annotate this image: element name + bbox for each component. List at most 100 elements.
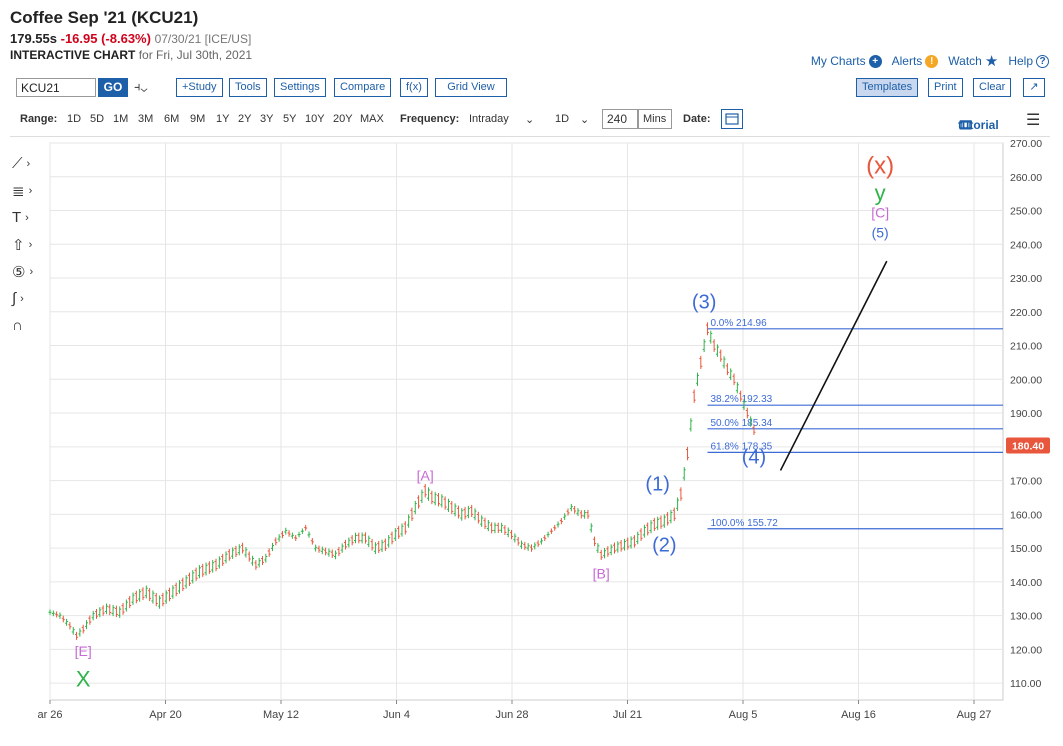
x-tick-label: Aug 16 xyxy=(841,709,876,721)
y-tick-label: 110.00 xyxy=(1010,678,1041,690)
last-price: 179.55s xyxy=(10,31,57,46)
range-2y[interactable]: 2Y xyxy=(238,113,252,125)
range-bar: Range: 1D 5D 1M 3M 6M 9M 1Y 2Y 3Y 5Y 10Y… xyxy=(10,108,1050,134)
range-max[interactable]: MAX xyxy=(360,113,384,125)
x-tick-label: Aug 5 xyxy=(729,709,758,721)
range-5y[interactable]: 5Y xyxy=(283,113,297,125)
help-icon: ? xyxy=(1036,54,1049,68)
x-tick-label: Jun 4 xyxy=(383,709,410,721)
menu-icon[interactable]: ☰ xyxy=(1026,112,1041,129)
frequency-label: Frequency: xyxy=(400,113,460,125)
wave-labels: [E] X [A] [B] (1) (2) (3) (4) (x)y[C] (5) xyxy=(75,152,894,691)
chevron-right-icon: › xyxy=(29,265,34,278)
price-series xyxy=(48,322,756,640)
wave-label: X xyxy=(76,666,91,691)
interval-unit: Mins xyxy=(638,109,672,129)
frequency-select[interactable]: Intraday xyxy=(469,113,509,125)
range-20y[interactable]: 20Y xyxy=(333,113,353,125)
range-3m[interactable]: 3M xyxy=(138,113,154,125)
calendar-icon[interactable] xyxy=(721,109,743,129)
range-1y[interactable]: 1Y xyxy=(216,113,230,125)
plot-frame xyxy=(49,142,1004,701)
range-3y[interactable]: 3Y xyxy=(260,113,274,125)
line-tool[interactable]: ⟋ › xyxy=(12,150,46,177)
y-tick-label: 210.00 xyxy=(1010,341,1042,353)
wave-label: (3) xyxy=(692,291,716,313)
text-icon: T xyxy=(12,209,22,226)
alerts-link[interactable]: Alerts! xyxy=(892,54,939,68)
wave-label: y xyxy=(875,180,886,205)
chart-toolbar: KCU21 GO ⫞⌄ +Study Tools Settings Compar… xyxy=(10,76,1050,102)
interval-input[interactable]: 240 xyxy=(602,109,638,129)
go-button[interactable]: GO xyxy=(98,78,128,97)
y-tick-label: 240.00 xyxy=(1010,239,1042,251)
fx-button[interactable]: f(x) xyxy=(400,78,428,97)
star-icon: ★ xyxy=(984,53,999,70)
text-tool[interactable]: T › xyxy=(12,204,46,231)
help-label: Help xyxy=(1008,54,1033,68)
y-tick-label: 270.00 xyxy=(1010,138,1042,150)
watch-link[interactable]: Watch ★ xyxy=(948,52,998,70)
wave-label-tool[interactable]: ⑤ › xyxy=(12,258,46,285)
fib-tool[interactable]: ≣ › xyxy=(12,177,46,204)
chart-grid xyxy=(49,142,1004,701)
print-button[interactable]: Print xyxy=(928,78,963,97)
range-9m[interactable]: 9M xyxy=(190,113,206,125)
expand-icon[interactable]: ↗ xyxy=(1023,78,1045,97)
range-10y[interactable]: 10Y xyxy=(305,113,325,125)
price-change: -16.95 (-8.63%) xyxy=(60,31,151,46)
y-tick-label: 140.00 xyxy=(1010,577,1042,589)
top-links: My Charts + Alerts! Watch ★ Help? xyxy=(811,52,1049,70)
chevron-down-icon[interactable]: ⌄ xyxy=(580,114,590,126)
wave-label: (1) xyxy=(645,474,669,496)
fib-level-label: 0.0% 214.96 xyxy=(710,318,767,329)
range-5d[interactable]: 5D xyxy=(90,113,105,125)
fib-retracement: 0.0% 214.96 38.2% 192.33 50.0% 185.34 61.8%… xyxy=(707,260,1003,530)
wave-label: (2) xyxy=(652,534,676,556)
price-line: 179.55s -16.95 (-8.63%) 07/30/21 [ICE/US… xyxy=(10,31,252,46)
symbol-input[interactable]: KCU21 xyxy=(16,78,96,97)
wave-label: [C] xyxy=(871,204,889,220)
date-exchange: 07/30/21 [ICE/US] xyxy=(154,32,252,46)
range-6m[interactable]: 6M xyxy=(164,113,180,125)
chart-for-date: for Fri, Jul 30th, 2021 xyxy=(138,48,253,62)
chevron-down-icon[interactable]: ⌄ xyxy=(525,114,535,126)
grid-view-button[interactable]: Grid View xyxy=(435,78,507,97)
y-tick-label: 250.00 xyxy=(1010,206,1042,218)
x-tick-label: Aug 27 xyxy=(957,709,992,721)
range-1m[interactable]: 1M xyxy=(113,113,129,125)
study-button[interactable]: +Study xyxy=(176,78,223,97)
y-tick-label: 170.00 xyxy=(1010,476,1042,488)
chart-type-icon[interactable]: ⫞⌄ xyxy=(134,79,148,94)
tools-button[interactable]: Tools xyxy=(229,78,267,97)
y-tick-label: 130.00 xyxy=(1010,611,1042,623)
period-select[interactable]: 1D xyxy=(555,113,570,125)
y-tick-label: 120.00 xyxy=(1010,644,1042,656)
chevron-right-icon: › xyxy=(20,292,24,305)
arrow-up-icon: ⇧ xyxy=(12,236,25,254)
clear-button[interactable]: Clear xyxy=(973,78,1012,97)
my-charts-link[interactable]: My Charts + xyxy=(811,54,882,68)
compare-button[interactable]: Compare xyxy=(334,78,392,97)
help-link[interactable]: Help? xyxy=(1008,54,1049,68)
wave-label: [E] xyxy=(75,643,92,659)
last-price-badge xyxy=(1006,437,1050,454)
wave-label: (x) xyxy=(866,152,894,179)
y-tick-label: 160.00 xyxy=(1010,509,1042,521)
magnet-tool[interactable]: ∩ xyxy=(12,312,46,339)
y-tick-label: 150.00 xyxy=(1010,543,1042,555)
x-tick-label: ar 26 xyxy=(37,709,62,721)
settings-button[interactable]: Settings xyxy=(274,78,326,97)
curve-tool[interactable]: ∫ › xyxy=(12,285,46,312)
chevron-right-icon: › xyxy=(26,157,31,170)
curve-icon: ∫ xyxy=(12,290,17,307)
fib-level-label: 50.0% 185.34 xyxy=(710,418,772,429)
chart-header: Coffee Sep '21 (KCU21) 179.55s -16.95 (-… xyxy=(10,8,252,62)
fib-level-label: 38.2% 192.33 xyxy=(710,394,772,405)
range-1d[interactable]: 1D xyxy=(67,113,82,125)
x-tick-label: May 12 xyxy=(263,709,299,721)
wave-label: [B] xyxy=(593,565,610,581)
fibonacci-icon: ≣ xyxy=(12,182,25,200)
templates-button[interactable]: Templates xyxy=(856,78,919,97)
arrow-tool[interactable]: ⇧ › xyxy=(12,231,46,258)
